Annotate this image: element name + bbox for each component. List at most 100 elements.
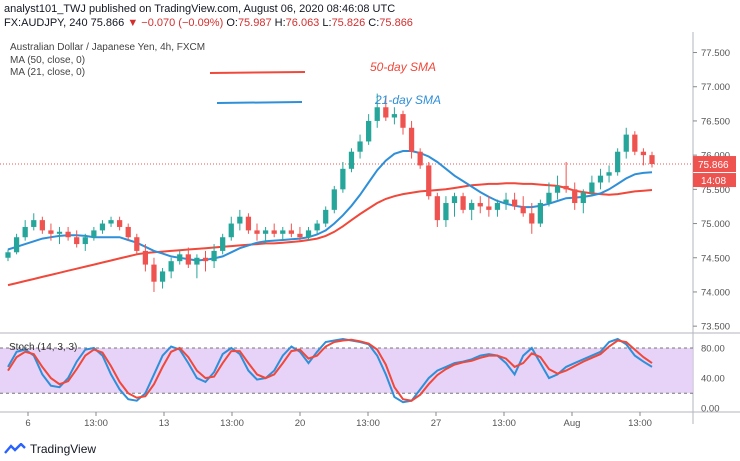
candle-body (554, 185, 561, 193)
candle-body (494, 203, 501, 210)
candle-body (5, 252, 11, 258)
x-tick-label: 20 (295, 418, 306, 429)
stoch-tick-label: 40.00 (701, 374, 725, 385)
chart-title: Australian Dollar / Japanese Yen, 4h, FX… (10, 42, 206, 53)
candle-body (22, 226, 28, 238)
candle-body (13, 237, 20, 253)
stoch-tick-label: 0.00 (701, 404, 720, 415)
candle-body (305, 230, 312, 238)
candle-body (228, 223, 234, 238)
candle-body (194, 257, 200, 265)
tradingview-icon (4, 443, 26, 454)
stoch-d-line (7, 338, 653, 402)
candle-body (460, 196, 466, 210)
candle-body (606, 172, 612, 176)
x-tick-label: 13:00 (356, 418, 380, 429)
x-tick-label: 13:00 (220, 418, 244, 429)
candle-body (408, 127, 415, 152)
ma21-legend[interactable]: MA (21, close, 0) (10, 67, 86, 78)
low-label: L: (322, 17, 332, 29)
candle-body (159, 271, 166, 282)
x-tick-label: 13:00 (492, 418, 516, 429)
brand-name: TradingView (30, 442, 97, 456)
candle-body (177, 254, 183, 262)
sma50-annotation: 50-day SMA (370, 60, 436, 74)
candle-body (82, 237, 88, 245)
stoch-band (0, 348, 693, 394)
candle-body (116, 220, 123, 227)
candle-body (151, 264, 157, 282)
y-tick-label: 75.000 (701, 219, 730, 230)
candle-body (280, 230, 286, 234)
candle-body (271, 230, 277, 234)
candle-body (331, 189, 337, 210)
candle-body (48, 230, 54, 234)
candle-body (366, 120, 372, 142)
sma50-annotation-line (209, 71, 306, 74)
candle-body (503, 199, 509, 204)
candle-body (572, 189, 578, 204)
x-tick-label: 13 (159, 418, 170, 429)
candle-body (202, 257, 209, 262)
candle-body (142, 250, 149, 265)
countdown-value: 14:08 (701, 176, 726, 187)
candle-body (529, 213, 535, 224)
stoch-legend[interactable]: Stoch (14, 3, 3) (9, 342, 78, 353)
candle-body (314, 223, 320, 231)
last-price: 75.866 (90, 17, 125, 29)
candle-body (374, 107, 380, 121)
candle-body (563, 185, 569, 190)
candle-body (426, 165, 432, 197)
candle-body (357, 141, 363, 152)
y-tick-label: 75.500 (701, 185, 730, 196)
sma50-line (7, 182, 653, 287)
close-value: 75.866 (379, 17, 413, 29)
y-tick-label: 76.500 (701, 116, 730, 127)
candle-body (237, 216, 243, 224)
x-tick-label: Aug (564, 418, 581, 429)
candle-body (74, 237, 80, 245)
candle-body (297, 233, 303, 238)
stoch-k-line (7, 337, 653, 404)
candle-body (486, 206, 492, 210)
candle-body (511, 199, 518, 207)
candle-body (443, 203, 449, 221)
candle-body (391, 114, 398, 118)
candle-body (623, 134, 629, 152)
candle-body (220, 237, 226, 251)
countdown-box (693, 173, 736, 188)
candle-body (615, 151, 621, 173)
sma21-annotation-line (216, 101, 303, 104)
candle-body (340, 168, 346, 190)
x-tick-label: 6 (25, 418, 30, 429)
price-box-value: 75.866 (698, 160, 729, 171)
high-value: 76.063 (285, 17, 320, 29)
candle-body (400, 114, 406, 128)
candle-body (597, 175, 604, 183)
open-value: 75.987 (237, 17, 272, 29)
candle-body (262, 230, 269, 234)
candle-body (589, 182, 595, 193)
candle-body (323, 209, 329, 224)
price-box (693, 156, 736, 173)
ma50-legend[interactable]: MA (50, close, 0) (10, 55, 86, 66)
y-tick-label: 74.500 (701, 253, 730, 264)
candle-body (469, 203, 475, 210)
down-arrow-icon: ▼ (127, 17, 139, 29)
candle-body (211, 250, 217, 262)
candle-body (91, 230, 97, 238)
open-label: O: (226, 17, 238, 29)
close-label: C: (368, 17, 380, 29)
candle-body (383, 107, 389, 118)
ohlc-bar: FX:AUDJPY, 240 75.866 ▼ −0.070 (−0.09%) … (4, 17, 413, 29)
y-tick-label: 74.000 (701, 287, 730, 298)
candle-body (254, 230, 260, 234)
candle-body (168, 261, 174, 272)
candle-body (580, 192, 586, 204)
tradingview-logo[interactable]: TradingView (4, 440, 96, 458)
sma21-line (7, 150, 653, 262)
candle-body (134, 237, 140, 251)
candle-body (649, 155, 655, 165)
